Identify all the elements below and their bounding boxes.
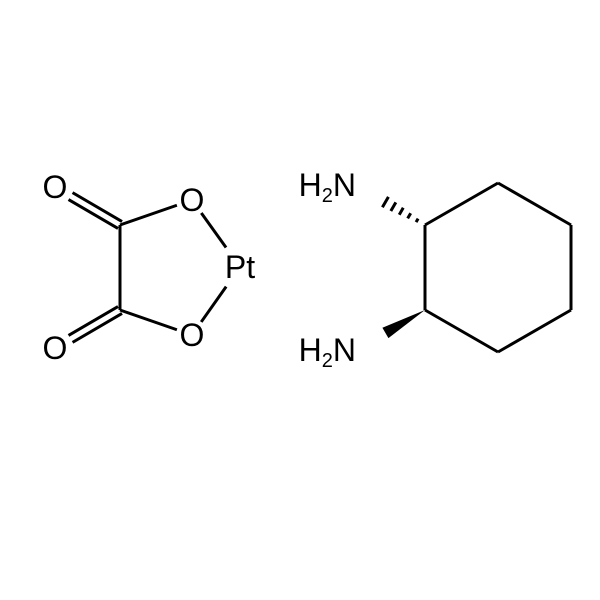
atom-label-H2N: H2N xyxy=(299,167,356,207)
atom-label-O: O xyxy=(180,317,205,353)
atom-label-O: O xyxy=(43,169,68,205)
atom-label-Pt: Pt xyxy=(225,249,255,285)
atom-label-O: O xyxy=(43,330,68,366)
atom-label-O: O xyxy=(180,182,205,218)
molecule-diagram: O O O O Pt H2N H2N xyxy=(0,0,600,600)
atom-label-H2N: H2N xyxy=(299,332,356,372)
